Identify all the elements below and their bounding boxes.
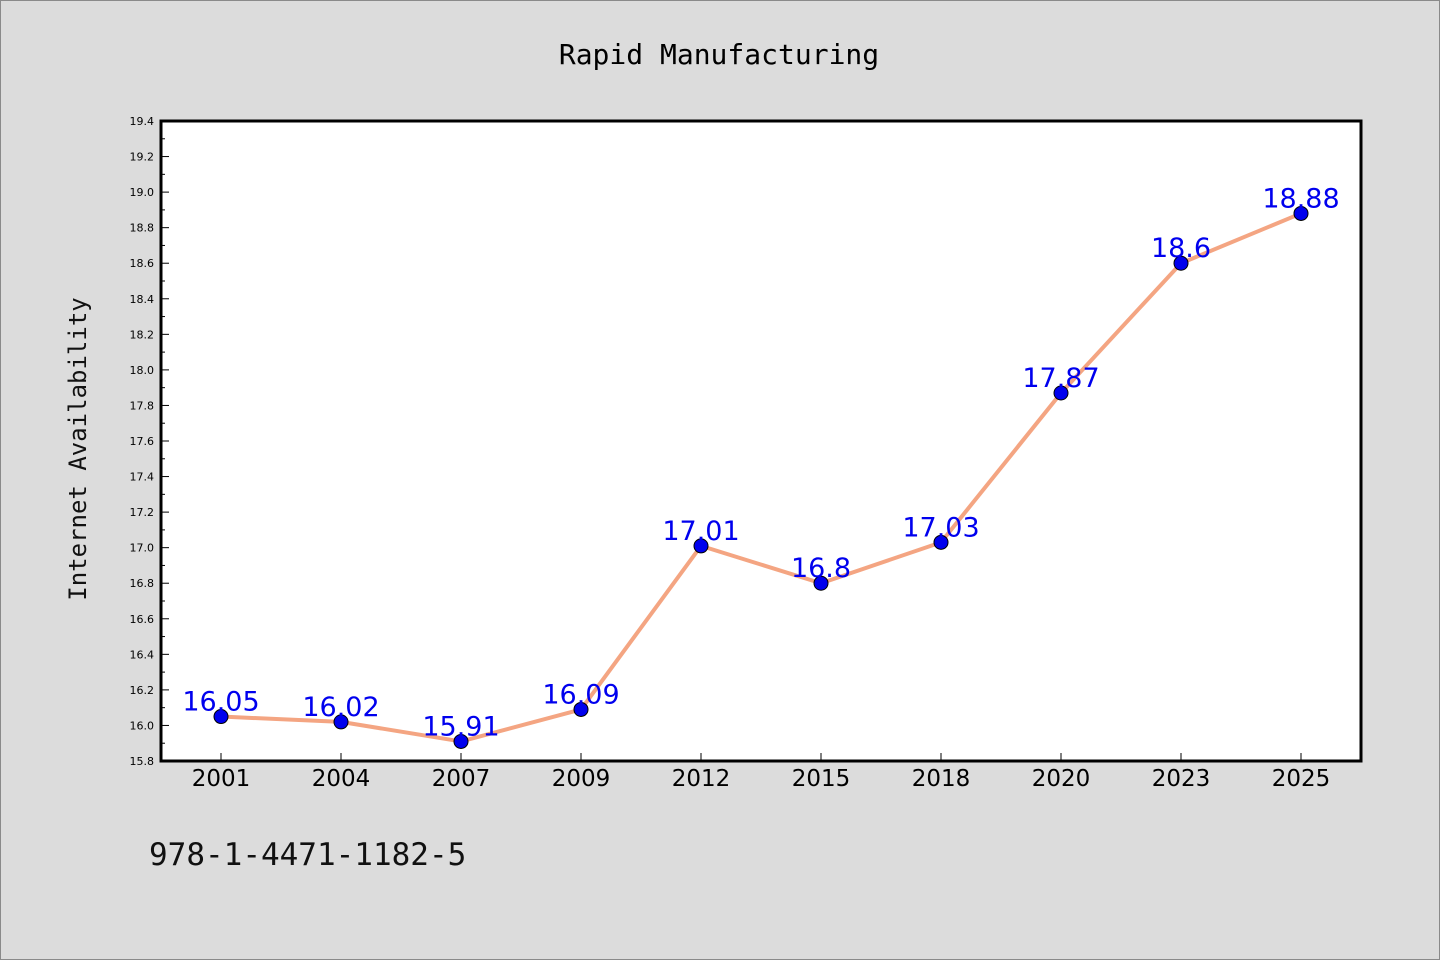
data-point bbox=[213, 709, 229, 725]
data-point bbox=[1053, 385, 1069, 401]
y-tick-label: 16.6 bbox=[130, 613, 155, 626]
y-tick-label: 19.0 bbox=[130, 186, 155, 199]
x-tick-label: 2004 bbox=[312, 766, 371, 792]
data-label: 17.01 bbox=[662, 516, 739, 547]
y-tick-label: 17.8 bbox=[130, 399, 155, 412]
data-label: 15.91 bbox=[422, 711, 499, 742]
y-tick-label: 18.8 bbox=[130, 222, 155, 235]
plot-area bbox=[161, 121, 1361, 761]
data-label: 17.87 bbox=[1022, 363, 1099, 394]
y-axis-label: Internet Availability bbox=[64, 297, 92, 600]
y-tick-label: 18.2 bbox=[130, 328, 155, 341]
y-tick-label: 18.0 bbox=[130, 364, 155, 377]
x-tick-label: 2020 bbox=[1032, 766, 1091, 792]
series-line bbox=[220, 211, 1302, 744]
y-axis: 15.8 16.0 16.2 16.4 16.6 16.8 17.0 17.2 17.4 17.6… bbox=[130, 115, 169, 768]
chart-title: Rapid Manufacturing bbox=[559, 38, 879, 71]
data-label: 16.05 bbox=[182, 687, 259, 718]
y-tick-label: 17.0 bbox=[130, 542, 155, 555]
y-tick-label: 18.6 bbox=[130, 257, 155, 270]
data-label: 18.6 bbox=[1151, 233, 1211, 264]
plot-frame bbox=[159, 119, 1363, 763]
x-tick-label: 2015 bbox=[792, 766, 851, 792]
x-tick-label: 2007 bbox=[432, 766, 491, 792]
y-tick-label: 15.8 bbox=[130, 755, 155, 768]
y-tick-label: 17.6 bbox=[130, 435, 155, 448]
y-tick-label: 17.2 bbox=[130, 506, 155, 519]
footer-code: 978-1-4471-1182-5 bbox=[149, 837, 466, 873]
data-point bbox=[573, 701, 589, 717]
y-tick-label: 16.2 bbox=[130, 684, 155, 697]
y-tick-label: 18.4 bbox=[130, 293, 155, 306]
y-tick-label: 19.2 bbox=[130, 151, 155, 164]
y-tick-label: 17.4 bbox=[130, 471, 155, 484]
x-tick-label: 2018 bbox=[912, 766, 971, 792]
data-point bbox=[813, 575, 829, 591]
data-point bbox=[453, 733, 469, 749]
y-tick-label: 16.8 bbox=[130, 577, 155, 590]
y-tick-label: 19.4 bbox=[130, 115, 155, 128]
data-point bbox=[1293, 205, 1309, 221]
data-label: 18.88 bbox=[1262, 183, 1339, 214]
data-label: 17.03 bbox=[902, 512, 979, 543]
x-tick-label: 2025 bbox=[1272, 766, 1331, 792]
x-tick-label: 2023 bbox=[1152, 766, 1211, 792]
data-point bbox=[1173, 255, 1189, 271]
data-point bbox=[933, 534, 949, 550]
y-tick-label: 16.0 bbox=[130, 719, 155, 732]
data-label: 16.09 bbox=[542, 679, 619, 710]
x-tick-label: 2001 bbox=[192, 766, 251, 792]
data-point bbox=[693, 538, 709, 554]
data-label: 16.02 bbox=[302, 692, 379, 723]
x-axis: 2001 2004 2007 2009 2012 2015 2018 2020 2023 2025 bbox=[192, 753, 1331, 792]
series-layer: 16.05 16.02 15.91 16.09 17.01 16.8 17.03 17.87 1… bbox=[182, 183, 1340, 749]
data-point bbox=[333, 714, 349, 730]
x-tick-label: 2009 bbox=[552, 766, 611, 792]
x-tick-label: 2012 bbox=[672, 766, 731, 792]
data-label: 16.8 bbox=[791, 553, 851, 584]
y-tick-label: 16.4 bbox=[130, 648, 155, 661]
